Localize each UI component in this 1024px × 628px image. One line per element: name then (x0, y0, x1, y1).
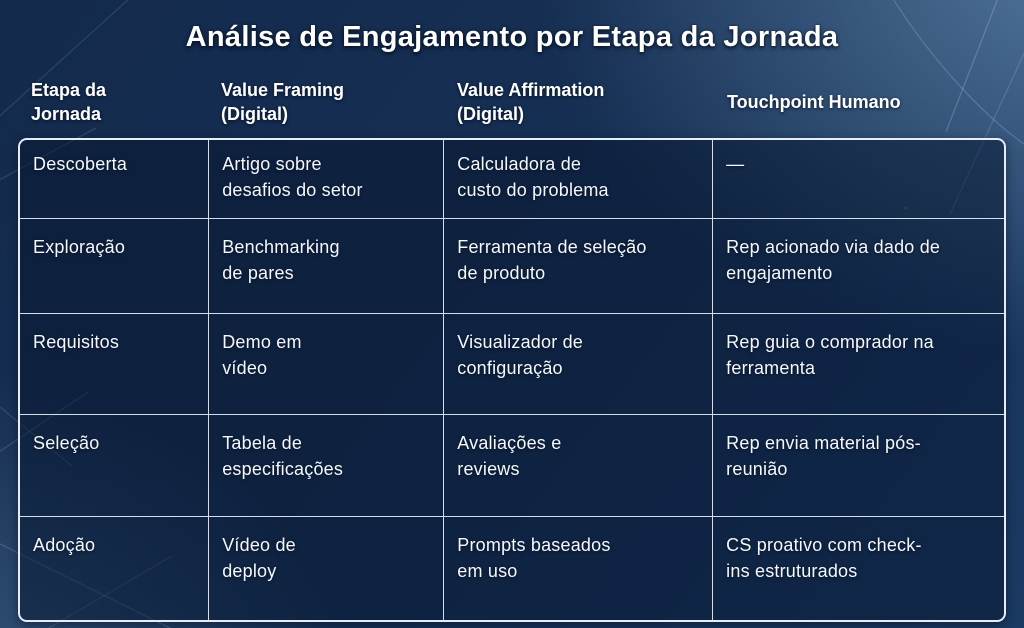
cell-affirmation-exploracao: Ferramenta de seleção de produto (444, 219, 714, 314)
table-header-row: Etapa da Jornada Value Framing (Digital)… (18, 74, 1006, 130)
cell-framing-exploracao: Benchmarking de pares (209, 219, 445, 314)
cell-touchpoint-exploracao: Rep acionado via dado de engajamento (713, 219, 1004, 314)
cell-etapa-requisitos: Requisitos (20, 313, 210, 415)
cell-framing-adocao: Vídeo de deploy (209, 516, 445, 620)
cell-touchpoint-requisitos: Rep guia o comprador na ferramenta (713, 313, 1004, 415)
cell-affirmation-selecao: Avaliações e reviews (444, 414, 714, 517)
column-header-value-framing: Value Framing (Digital) (221, 80, 345, 124)
cell-touchpoint-selecao: Rep envia material pós- reunião (713, 414, 1004, 517)
column-header-touchpoint-humano: Touchpoint Humano (727, 92, 901, 112)
cell-touchpoint-descoberta: — (713, 140, 1004, 220)
cell-affirmation-descoberta: Calculadora de custo do problema (444, 140, 714, 220)
cell-framing-selecao: Tabela de especificações (209, 414, 445, 517)
page-title: Análise de Engajamento por Etapa da Jorn… (185, 21, 839, 53)
cell-touchpoint-adocao: CS proativo com check- ins estruturados (713, 516, 1004, 620)
cell-framing-descoberta: Artigo sobre desafios do setor (209, 140, 445, 220)
column-header-etapa-da-jornada: Etapa da Jornada (31, 80, 107, 124)
cell-framing-requisitos: Demo em vídeo (209, 313, 445, 415)
cell-affirmation-adocao: Prompts baseados em uso (444, 516, 714, 620)
cell-etapa-descoberta: Descoberta (20, 140, 210, 220)
column-header-value-affirmation: Value Affirmation (Digital) (457, 80, 605, 124)
cell-etapa-adocao: Adoção (20, 516, 210, 620)
cell-etapa-selecao: Seleção (20, 414, 210, 517)
cell-affirmation-requisitos: Visualizador de configuração (444, 313, 714, 415)
cell-etapa-exploracao: Exploração (20, 219, 210, 314)
journey-engagement-table: Descoberta Artigo sobre desafios do seto… (18, 138, 1006, 622)
